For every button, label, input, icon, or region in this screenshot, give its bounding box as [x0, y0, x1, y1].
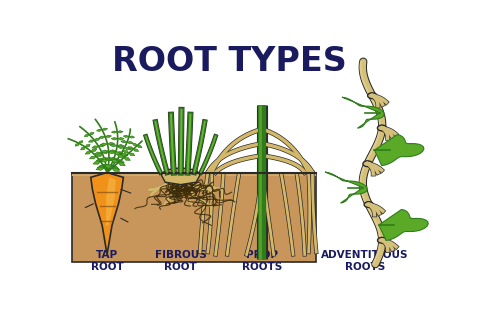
Polygon shape [118, 146, 124, 148]
Polygon shape [120, 141, 127, 143]
Polygon shape [100, 143, 107, 146]
Polygon shape [123, 135, 129, 137]
Polygon shape [112, 160, 118, 162]
Text: ROOT TYPES: ROOT TYPES [112, 45, 346, 78]
Text: FIBROUS
ROOT: FIBROUS ROOT [155, 250, 206, 272]
Polygon shape [91, 172, 124, 254]
Polygon shape [104, 165, 112, 168]
Polygon shape [80, 147, 86, 150]
Polygon shape [102, 151, 110, 153]
Circle shape [363, 161, 372, 167]
Polygon shape [103, 164, 112, 167]
Text: PROP
ROOTS: PROP ROOTS [242, 250, 282, 272]
Circle shape [378, 237, 387, 243]
Polygon shape [121, 154, 128, 156]
Polygon shape [88, 140, 94, 142]
Polygon shape [100, 157, 109, 161]
Polygon shape [325, 172, 367, 203]
Polygon shape [105, 135, 112, 137]
Polygon shape [342, 97, 384, 128]
Polygon shape [101, 150, 108, 153]
Polygon shape [98, 144, 105, 147]
Polygon shape [90, 156, 96, 159]
Polygon shape [96, 167, 104, 170]
Circle shape [364, 202, 374, 208]
Polygon shape [91, 149, 97, 151]
Polygon shape [114, 159, 122, 162]
Polygon shape [94, 152, 102, 155]
Polygon shape [102, 165, 110, 168]
Polygon shape [100, 159, 108, 162]
Polygon shape [129, 153, 135, 156]
Polygon shape [112, 168, 120, 171]
Polygon shape [374, 135, 424, 166]
Polygon shape [109, 157, 118, 161]
Polygon shape [118, 137, 124, 140]
Circle shape [368, 93, 377, 99]
Text: TAP
ROOT: TAP ROOT [90, 250, 124, 272]
Polygon shape [99, 136, 105, 138]
Polygon shape [127, 141, 134, 144]
Polygon shape [124, 157, 130, 160]
Polygon shape [114, 152, 121, 155]
Polygon shape [116, 151, 124, 155]
Polygon shape [110, 144, 117, 147]
Polygon shape [124, 147, 131, 150]
Polygon shape [104, 157, 113, 161]
Circle shape [378, 125, 386, 131]
Polygon shape [123, 151, 129, 153]
Polygon shape [110, 166, 119, 170]
Polygon shape [79, 141, 83, 143]
Polygon shape [116, 160, 124, 163]
Polygon shape [111, 137, 117, 140]
Polygon shape [99, 165, 108, 168]
Polygon shape [96, 159, 104, 162]
Polygon shape [108, 158, 116, 161]
Polygon shape [117, 145, 124, 147]
Polygon shape [108, 150, 116, 153]
Polygon shape [72, 172, 316, 262]
FancyBboxPatch shape [72, 172, 316, 176]
Polygon shape [162, 168, 200, 185]
Polygon shape [134, 149, 138, 151]
Polygon shape [102, 128, 108, 130]
Polygon shape [89, 133, 94, 135]
Polygon shape [75, 143, 79, 146]
Polygon shape [96, 154, 103, 156]
Polygon shape [106, 177, 116, 226]
Polygon shape [94, 138, 100, 141]
Text: ADVENTITIOUS
ROOTS: ADVENTITIOUS ROOTS [321, 250, 408, 272]
Polygon shape [118, 162, 125, 166]
Polygon shape [93, 162, 100, 164]
Polygon shape [86, 144, 90, 147]
Polygon shape [108, 142, 114, 145]
Polygon shape [117, 131, 123, 133]
Polygon shape [86, 151, 91, 154]
Polygon shape [96, 129, 102, 131]
Polygon shape [106, 165, 116, 168]
Polygon shape [128, 147, 134, 149]
Polygon shape [84, 135, 89, 136]
Polygon shape [112, 131, 117, 133]
Polygon shape [137, 146, 142, 148]
Polygon shape [105, 158, 114, 161]
Polygon shape [108, 165, 118, 169]
Polygon shape [118, 155, 124, 157]
Polygon shape [129, 136, 134, 138]
Polygon shape [104, 165, 113, 168]
Polygon shape [132, 143, 137, 146]
Polygon shape [97, 166, 106, 169]
Polygon shape [112, 167, 120, 170]
Polygon shape [108, 151, 116, 154]
Polygon shape [379, 209, 428, 240]
Polygon shape [92, 146, 98, 148]
